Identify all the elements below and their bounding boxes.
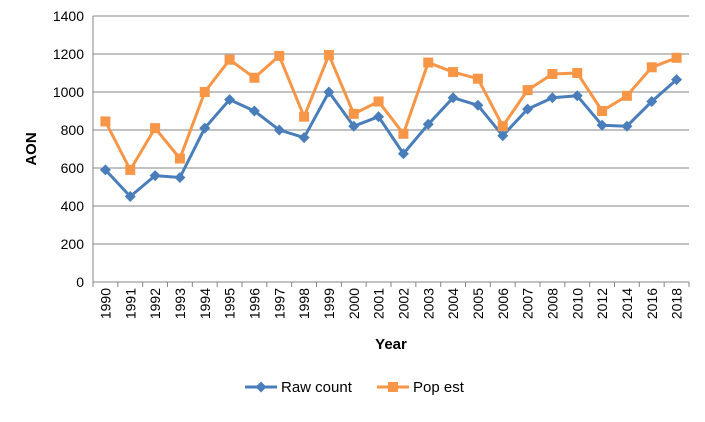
point-raw-count-2016 xyxy=(646,96,658,107)
series-line-raw-count xyxy=(104,78,678,198)
point-raw-count-2001 xyxy=(373,111,385,123)
point-pop-est-1994 xyxy=(199,87,210,97)
point-raw-count-1997 xyxy=(273,124,285,136)
point-pop-est-2005 xyxy=(472,73,483,84)
x-tick-label-2007: 2007 xyxy=(520,288,536,319)
x-tick-label-2006: 2006 xyxy=(495,288,511,319)
x-tick-label-1999: 1999 xyxy=(321,288,337,319)
point-pop-est-1996 xyxy=(249,72,260,83)
x-tick-label-2000: 2000 xyxy=(346,288,362,319)
legend: Raw count Pop est xyxy=(245,379,465,396)
point-pop-est-1992 xyxy=(150,123,161,134)
point-raw-count-2008 xyxy=(546,92,558,104)
axes: 0 200 400 600 800 1000 1200 1400 1990 1991 1992 199… xyxy=(53,8,690,319)
x-tick-label-1997: 1997 xyxy=(271,288,287,319)
x-tick-label-2001: 2001 xyxy=(371,288,387,319)
point-pop-est-1999 xyxy=(323,49,334,60)
point-raw-count-1991 xyxy=(124,191,136,202)
point-raw-count-2014 xyxy=(621,120,633,132)
x-tick-label-1993: 1993 xyxy=(172,288,188,319)
point-raw-count-1990 xyxy=(99,164,111,176)
point-raw-count-1998 xyxy=(298,132,310,144)
point-raw-count-1999 xyxy=(323,86,335,98)
x-tick-label-1996: 1996 xyxy=(246,288,262,319)
point-raw-count-2018 xyxy=(671,74,683,86)
x-axis-title: Year xyxy=(375,336,407,353)
legend-item-raw-count: Raw count xyxy=(245,379,353,396)
point-pop-est-2006 xyxy=(497,121,508,132)
point-raw-count-2005 xyxy=(472,99,484,111)
y-tick-label-1000: 1000 xyxy=(53,84,84,100)
point-raw-count-1993 xyxy=(174,172,186,183)
x-tick-label-2018: 2018 xyxy=(669,288,685,319)
point-pop-est-2002 xyxy=(398,128,409,139)
point-raw-count-1994 xyxy=(199,122,211,134)
x-tick-label-1998: 1998 xyxy=(296,288,312,319)
x-tick-label-1992: 1992 xyxy=(147,288,163,319)
point-raw-count-1996 xyxy=(248,105,260,117)
x-tick-label-1990: 1990 xyxy=(97,288,113,319)
gridlines xyxy=(93,15,689,283)
point-pop-est-1997 xyxy=(274,50,285,61)
point-pop-est-2014 xyxy=(621,90,632,101)
x-tick-label-2008: 2008 xyxy=(544,288,560,319)
x-tick-label-1995: 1995 xyxy=(222,288,238,319)
legend-marker-pop-est xyxy=(388,382,398,392)
point-pop-est-2004 xyxy=(448,67,459,78)
point-pop-est-2008 xyxy=(547,68,558,79)
legend-item-pop-est: Pop est xyxy=(377,379,465,396)
x-tick-label-2010: 2010 xyxy=(569,288,585,319)
x-tick-label-2002: 2002 xyxy=(395,288,411,319)
point-pop-est-2007 xyxy=(522,85,533,96)
x-tick-label-1994: 1994 xyxy=(197,288,213,319)
point-pop-est-2003 xyxy=(423,57,434,68)
point-raw-count-2002 xyxy=(397,148,409,160)
point-pop-est-1993 xyxy=(174,153,185,164)
series-lines xyxy=(99,49,683,202)
point-raw-count-1995 xyxy=(224,94,236,106)
point-raw-count-2000 xyxy=(348,120,360,132)
point-raw-count-2007 xyxy=(522,103,534,115)
point-raw-count-1992 xyxy=(149,170,161,182)
y-tick-label-400: 400 xyxy=(61,198,85,214)
x-tick-label-2003: 2003 xyxy=(420,288,436,319)
point-pop-est-1990 xyxy=(100,116,111,127)
point-pop-est-2001 xyxy=(373,96,384,107)
point-raw-count-2003 xyxy=(422,118,434,130)
y-tick-label-0: 0 xyxy=(76,274,84,290)
y-tick-label-1200: 1200 xyxy=(53,46,84,62)
point-pop-est-1995 xyxy=(224,54,235,65)
y-axis-title: AON xyxy=(23,132,40,165)
point-pop-est-1991 xyxy=(125,164,136,175)
y-tick-label-800: 800 xyxy=(61,122,85,138)
x-tick-label-1991: 1991 xyxy=(122,288,138,319)
point-raw-count-2012 xyxy=(596,119,608,131)
x-tick-label-2005: 2005 xyxy=(470,288,486,319)
point-pop-est-2000 xyxy=(348,108,359,119)
legend-label-raw-count: Raw count xyxy=(281,379,353,396)
x-tick-label-2004: 2004 xyxy=(445,288,461,319)
x-tick-label-2014: 2014 xyxy=(619,288,635,319)
point-pop-est-2016 xyxy=(646,62,657,73)
x-tick-label-2016: 2016 xyxy=(644,288,660,319)
y-tick-label-600: 600 xyxy=(61,160,85,176)
point-pop-est-2010 xyxy=(572,68,583,78)
point-raw-count-2006 xyxy=(497,130,509,142)
legend-label-pop-est: Pop est xyxy=(413,379,465,396)
point-pop-est-2018 xyxy=(671,52,682,63)
y-tick-label-200: 200 xyxy=(61,236,85,252)
x-tick-label-2012: 2012 xyxy=(594,288,610,319)
point-raw-count-2004 xyxy=(447,92,459,104)
legend-marker-raw-count xyxy=(255,381,267,393)
series-line-pop-est xyxy=(104,53,678,172)
y-tick-label-1400: 1400 xyxy=(53,8,84,24)
point-raw-count-2010 xyxy=(571,90,583,102)
point-pop-est-2012 xyxy=(597,106,608,116)
point-pop-est-1998 xyxy=(299,111,310,122)
